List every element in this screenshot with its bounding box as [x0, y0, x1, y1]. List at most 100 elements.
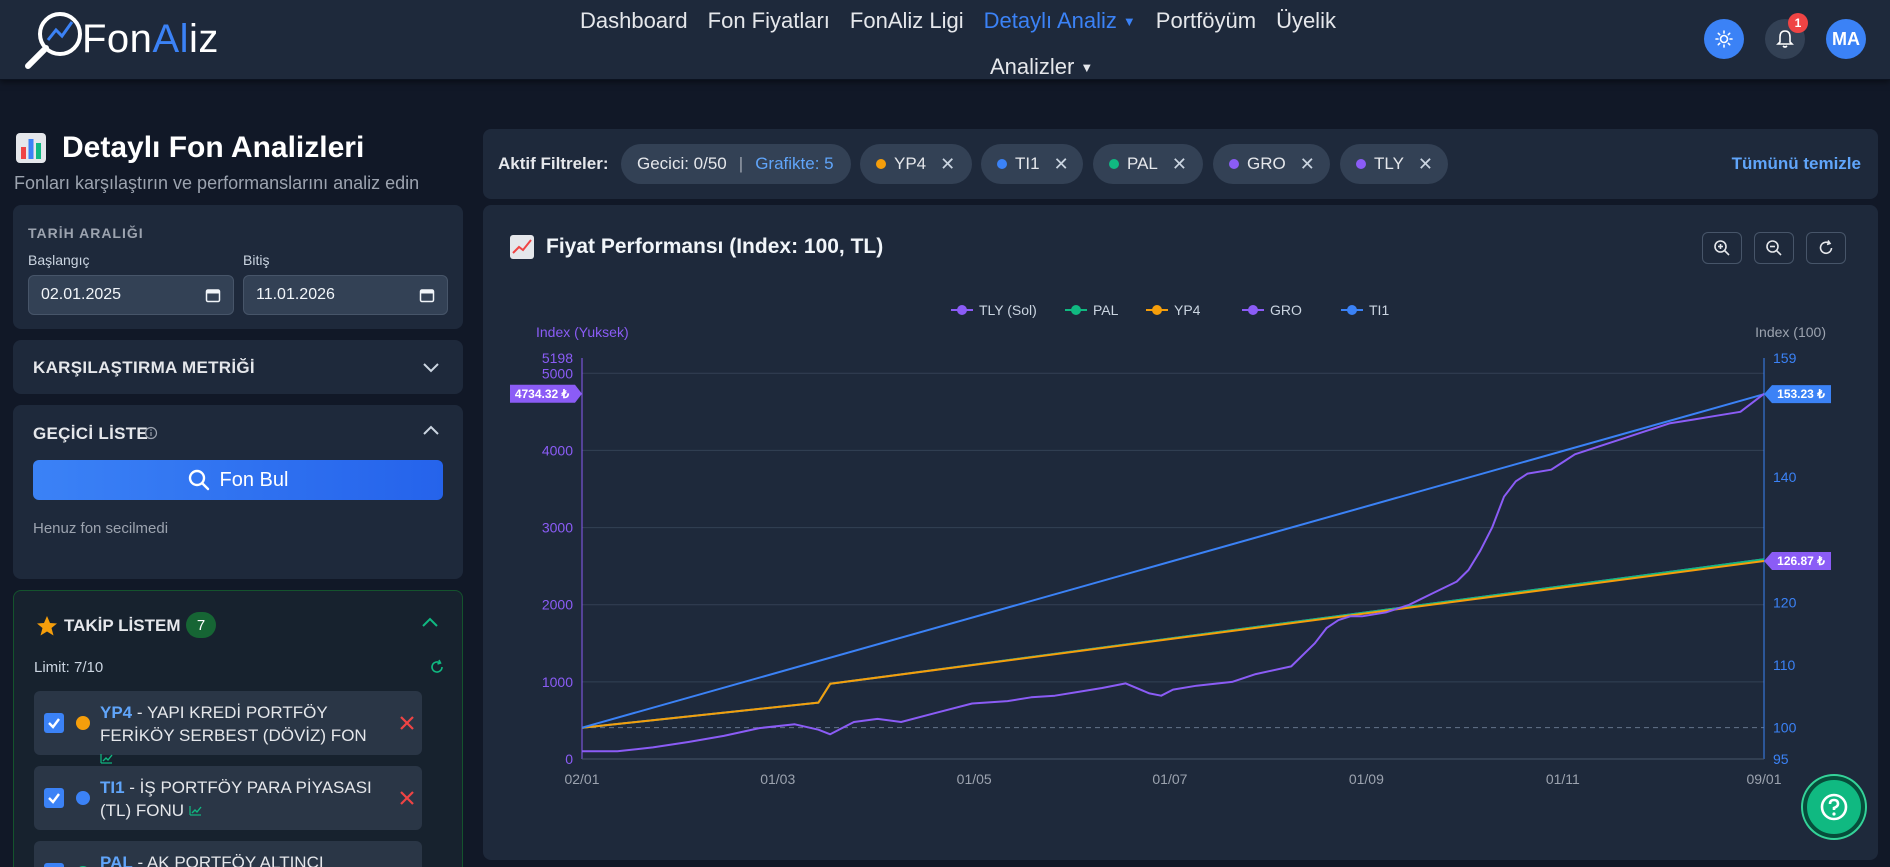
x-tick-label: 01/11: [1546, 771, 1580, 787]
series-line-ti1: [581, 393, 1765, 729]
reset-zoom-button[interactable]: [1806, 232, 1846, 264]
user-avatar[interactable]: MA: [1826, 19, 1866, 59]
star-icon: [37, 616, 57, 636]
logo[interactable]: FonAliz: [22, 8, 232, 70]
end-date-input[interactable]: 11.01.2026: [243, 275, 448, 315]
y-right-tick-label: 140: [1773, 469, 1797, 485]
filter-chip-tly[interactable]: TLY ✕: [1340, 144, 1448, 184]
fund-name-line2: FERİKÖY SERBEST (DÖVİZ) FON: [100, 726, 367, 745]
active-filters-bar: Aktif Filtreler: Gecici: 0/50 | Grafikte…: [483, 129, 1878, 199]
find-fund-button[interactable]: Fon Bul: [33, 460, 443, 500]
chart-count: Grafikte: 5: [755, 154, 834, 173]
legend-label: PAL: [1093, 302, 1119, 318]
watchlist-item-checkbox[interactable]: [44, 713, 64, 733]
left-axis-title: Index (Yuksek): [536, 324, 629, 340]
end-date-value: 11.01.2026: [256, 286, 335, 303]
watchlist-item[interactable]: TI1 - İŞ PORTFÖY PARA PİYASASI (TL) FONU: [34, 766, 422, 830]
nav-fonaliz-ligi[interactable]: FonAliz Ligi: [849, 8, 964, 33]
nav-portfoyum[interactable]: Portföyüm: [1155, 8, 1257, 33]
chevron-up-icon[interactable]: [421, 421, 441, 441]
watchlist-card: TAKİP LİSTEM 7 Limit: 7/10 YP4 - YAPI KR…: [13, 590, 463, 867]
chevron-up-icon[interactable]: [420, 613, 440, 633]
bar-chart-icon: [16, 133, 46, 163]
nav-uyelik[interactable]: Üyelik: [1276, 8, 1336, 33]
nav-detayli-analiz-label: Detaylı Analiz: [983, 8, 1117, 33]
y-left-tick-label: 2000: [542, 597, 573, 613]
filter-chip-gro[interactable]: GRO ✕: [1213, 144, 1330, 184]
fund-code[interactable]: PAL: [100, 853, 133, 867]
legend-label: TI1: [1369, 302, 1389, 318]
filter-chip-label: TI1: [1015, 154, 1040, 173]
help-button[interactable]: [1803, 776, 1865, 838]
legend-swatch-dot: [1248, 305, 1258, 315]
series-line-yp4: [581, 560, 1765, 729]
nav-fon-fiyatlari[interactable]: Fon Fiyatları: [707, 8, 830, 33]
filter-chip-label: PAL: [1127, 154, 1158, 173]
page-subtitle: Fonları karşılaştırın ve performansların…: [14, 173, 420, 193]
watchlist-item[interactable]: PAL - AK PORTFÖY ALTINCI: [34, 841, 422, 867]
watchlist-item-text: TI1 - İŞ PORTFÖY PARA PİYASASI (TL) FONU: [100, 776, 380, 822]
watchlist-item-checkbox[interactable]: [44, 788, 64, 808]
calendar-icon[interactable]: [205, 287, 221, 303]
separator: |: [738, 154, 744, 173]
start-date-label: Başlangıç: [28, 252, 90, 268]
zoom-out-button[interactable]: [1754, 232, 1794, 264]
remove-icon[interactable]: [398, 714, 416, 732]
question-icon: [1820, 793, 1848, 821]
fund-code[interactable]: TI1: [100, 778, 125, 797]
end-date-label: Bitiş: [243, 252, 270, 268]
y-left-tick-label: 0: [565, 751, 573, 767]
filter-chip-label: TLY: [1374, 154, 1404, 173]
legend-label: GRO: [1270, 302, 1302, 318]
comparison-metric-title: KARŞILAŞTIRMA METRİĞİ: [33, 358, 255, 377]
filter-chip-pal[interactable]: PAL ✕: [1093, 144, 1203, 184]
theme-toggle-button[interactable]: [1704, 19, 1744, 59]
filter-summary-chip: Gecici: 0/50 | Grafikte: 5: [621, 144, 851, 184]
y-left-tick-label: 3000: [542, 520, 573, 536]
chart-title: Fiyat Performansı (Index: 100, TL): [510, 235, 883, 259]
trend-icon[interactable]: [189, 805, 202, 816]
start-date-input[interactable]: 02.01.2025: [28, 275, 234, 315]
nav-dashboard[interactable]: Dashboard: [580, 8, 688, 33]
price-performance-card: Fiyat Performansı (Index: 100, TL) Index…: [483, 205, 1878, 860]
clear-all-filters-link[interactable]: Tümünü temizle: [1731, 154, 1861, 173]
fund-code[interactable]: YP4: [100, 703, 133, 722]
calendar-icon[interactable]: [419, 287, 435, 303]
temporary-list-title: GEÇİCİ LİSTE: [33, 424, 149, 443]
fund-name-line2: (TL) FONU: [100, 801, 185, 820]
right-axis-title: Index (100): [1755, 324, 1826, 340]
close-icon[interactable]: ✕: [1053, 153, 1069, 174]
close-icon[interactable]: ✕: [1417, 153, 1434, 174]
y-left-tick-label: 5000: [542, 365, 573, 381]
end-value-tag: [1764, 385, 1831, 404]
temp-count: Gecici: 0/50: [637, 154, 727, 173]
close-icon[interactable]: ✕: [1171, 153, 1187, 174]
end-value-label: 153.23 ₺: [1777, 387, 1825, 401]
watchlist-title: TAKİP LİSTEM: [64, 616, 181, 635]
filter-chip-yp4[interactable]: YP4 ✕: [860, 144, 972, 184]
remove-icon[interactable]: [398, 789, 416, 807]
zoom-in-button[interactable]: [1702, 232, 1742, 264]
info-icon[interactable]: [144, 426, 158, 440]
filter-chip-ti1[interactable]: TI1 ✕: [981, 144, 1083, 184]
nav-analizler[interactable]: Analizler ▼: [990, 52, 1093, 82]
performance-chart[interactable]: Index (Yuksek) Index (100) 0 1000 2000 3000 40…: [483, 205, 1878, 860]
nav-detayli-analiz[interactable]: Detaylı Analiz ▼: [984, 6, 1136, 36]
comparison-metric-card[interactable]: KARŞILAŞTIRMA METRİĞİ: [13, 340, 463, 394]
line-chart-icon: [510, 235, 534, 259]
chevron-down-icon[interactable]: [421, 357, 441, 377]
trend-icon[interactable]: [100, 753, 113, 764]
close-icon[interactable]: ✕: [1299, 153, 1315, 174]
watchlist-item-text: PAL - AK PORTFÖY ALTINCI: [100, 851, 380, 867]
x-tick-label: 01/03: [760, 771, 795, 787]
legend-label: YP4: [1174, 302, 1201, 318]
x-tick-label: 01/09: [1349, 771, 1384, 787]
series-line-tly-sol: [582, 393, 1765, 753]
refresh-icon[interactable]: [429, 659, 445, 675]
x-tick-label: 01/07: [1152, 771, 1187, 787]
check-icon: [48, 718, 60, 729]
watchlist-item-checkbox[interactable]: [44, 863, 64, 867]
close-icon[interactable]: ✕: [940, 153, 956, 174]
watchlist-item[interactable]: YP4 - YAPI KREDİ PORTFÖY FERİKÖY SERBEST …: [34, 691, 422, 764]
y-right-tick-label: 159: [1773, 350, 1797, 366]
